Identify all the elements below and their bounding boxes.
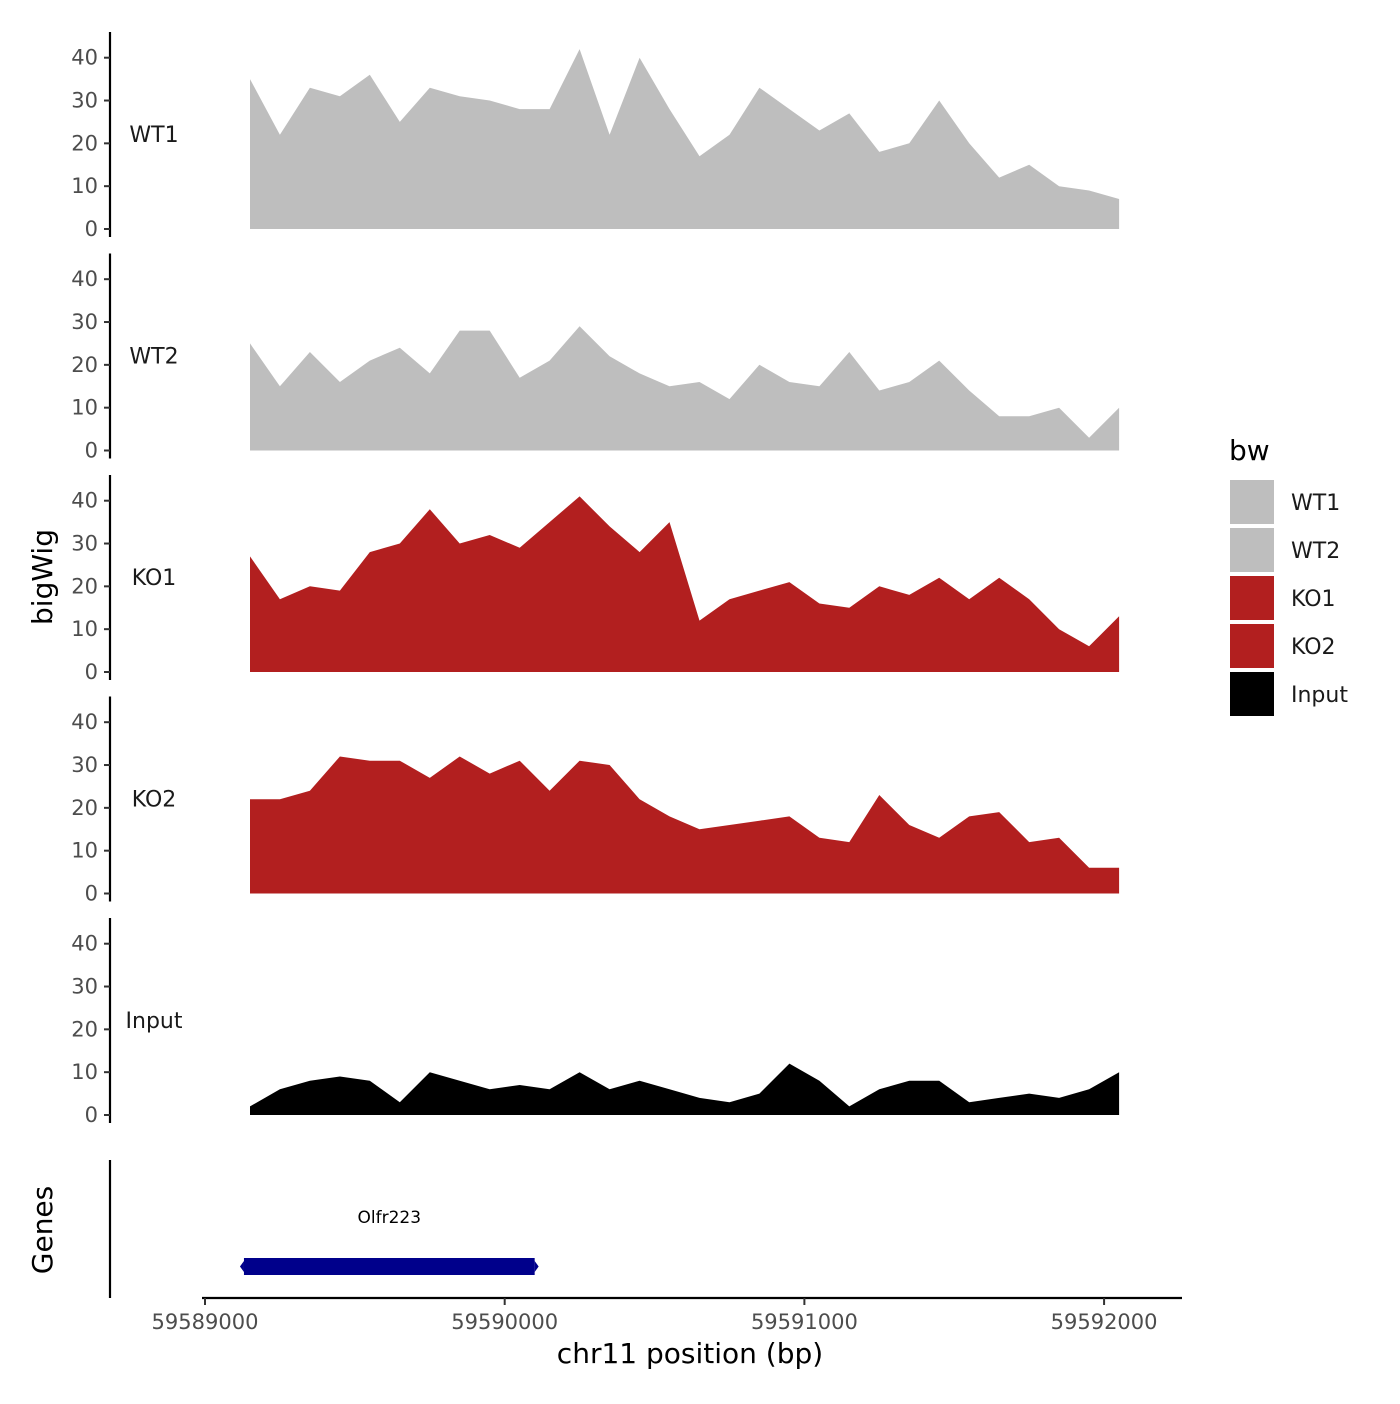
- signal-tracks: 0 10 20 30 40 WT1 0 10 20 30 40 WT2 0 10 20 30 40 KO1 0 10 2…: [71, 32, 1120, 1127]
- genes-axis-title: Genes: [26, 1186, 59, 1274]
- legend-entry-ko1: KO1: [1230, 576, 1336, 620]
- legend-label: Input: [1291, 683, 1348, 708]
- y-tick-label: 30: [71, 310, 98, 334]
- legend-label: KO2: [1291, 635, 1336, 660]
- legend-entry-input: Input: [1230, 672, 1348, 716]
- track-label-ko2: KO2: [132, 788, 177, 813]
- area-wt1: [250, 49, 1120, 229]
- y-tick-label: 10: [71, 839, 98, 863]
- legend-entry-wt2: WT2: [1230, 528, 1340, 572]
- area-input: [250, 1063, 1120, 1115]
- area-wt2: [250, 326, 1120, 451]
- x-tick-label: 59592000: [1051, 1310, 1158, 1334]
- y-tick-label: 40: [71, 46, 98, 70]
- track-input: 0 10 20 30 40 Input: [71, 918, 1120, 1127]
- x-axis-title: chr11 position (bp): [557, 1337, 823, 1370]
- x-tick-label: 59591000: [751, 1310, 858, 1334]
- track-label-wt1: WT1: [129, 123, 178, 148]
- track-label-ko1: KO1: [132, 566, 177, 591]
- legend-label: WT1: [1291, 491, 1340, 516]
- y-tick-label: 30: [71, 89, 98, 113]
- area-ko1: [250, 496, 1120, 672]
- y-tick-label: 40: [71, 932, 98, 956]
- track-label-input: Input: [126, 1009, 183, 1034]
- gene-track: Olfr223: [108, 1160, 539, 1298]
- y-tick-label: 10: [71, 396, 98, 420]
- gene-body: [243, 1258, 535, 1275]
- legend-swatch: [1230, 576, 1274, 620]
- y-tick-label: 0: [85, 660, 98, 684]
- legend-label: WT2: [1291, 539, 1340, 564]
- track-wt1: 0 10 20 30 40 WT1: [71, 32, 1120, 241]
- legend: bw WT1 WT2 KO1 KO2 Input: [1229, 434, 1348, 716]
- y-tick-label: 20: [71, 574, 98, 598]
- x-tick-label: 59589000: [152, 1310, 259, 1334]
- x-tick-label: 59590000: [451, 1310, 558, 1334]
- y-tick-label: 10: [71, 617, 98, 641]
- track-wt2: 0 10 20 30 40 WT2: [71, 253, 1120, 463]
- y-tick-label: 30: [71, 753, 98, 777]
- track-label-wt2: WT2: [129, 345, 178, 370]
- legend-entry-wt1: WT1: [1230, 480, 1340, 524]
- y-tick-label: 20: [71, 131, 98, 155]
- track-ko1: 0 10 20 30 40 KO1: [71, 475, 1120, 684]
- legend-entry-ko2: KO2: [1230, 624, 1336, 668]
- y-tick-label: 20: [71, 353, 98, 377]
- track-ko2: 0 10 20 30 40 KO2: [71, 696, 1120, 906]
- y-tick-label: 30: [71, 532, 98, 556]
- legend-swatch: [1230, 480, 1274, 524]
- legend-swatch: [1230, 672, 1274, 716]
- y-axis-title: bigWig: [26, 529, 59, 625]
- legend-title: bw: [1229, 434, 1270, 467]
- y-tick-label: 20: [71, 796, 98, 820]
- y-tick-label: 40: [71, 267, 98, 291]
- legend-swatch: [1230, 528, 1274, 572]
- y-tick-label: 0: [85, 882, 98, 906]
- y-tick-label: 30: [71, 975, 98, 999]
- area-ko2: [250, 756, 1120, 894]
- gene-label: Olfr223: [358, 1208, 422, 1228]
- gene-start-cap: [239, 1261, 244, 1272]
- x-axis: 59589000 59590000 59591000 59592000: [152, 1296, 1182, 1334]
- legend-swatch: [1230, 624, 1274, 668]
- y-tick-label: 10: [71, 174, 98, 198]
- legend-label: KO1: [1291, 587, 1336, 612]
- y-tick-label: 10: [71, 1060, 98, 1084]
- y-tick-label: 0: [85, 439, 98, 463]
- y-tick-label: 40: [71, 710, 98, 734]
- y-tick-label: 0: [85, 217, 98, 241]
- gene-olfr223: Olfr223: [239, 1208, 539, 1275]
- y-tick-label: 40: [71, 489, 98, 513]
- y-tick-label: 20: [71, 1017, 98, 1041]
- gene-end-cap: [534, 1261, 539, 1272]
- y-tick-label: 0: [85, 1103, 98, 1127]
